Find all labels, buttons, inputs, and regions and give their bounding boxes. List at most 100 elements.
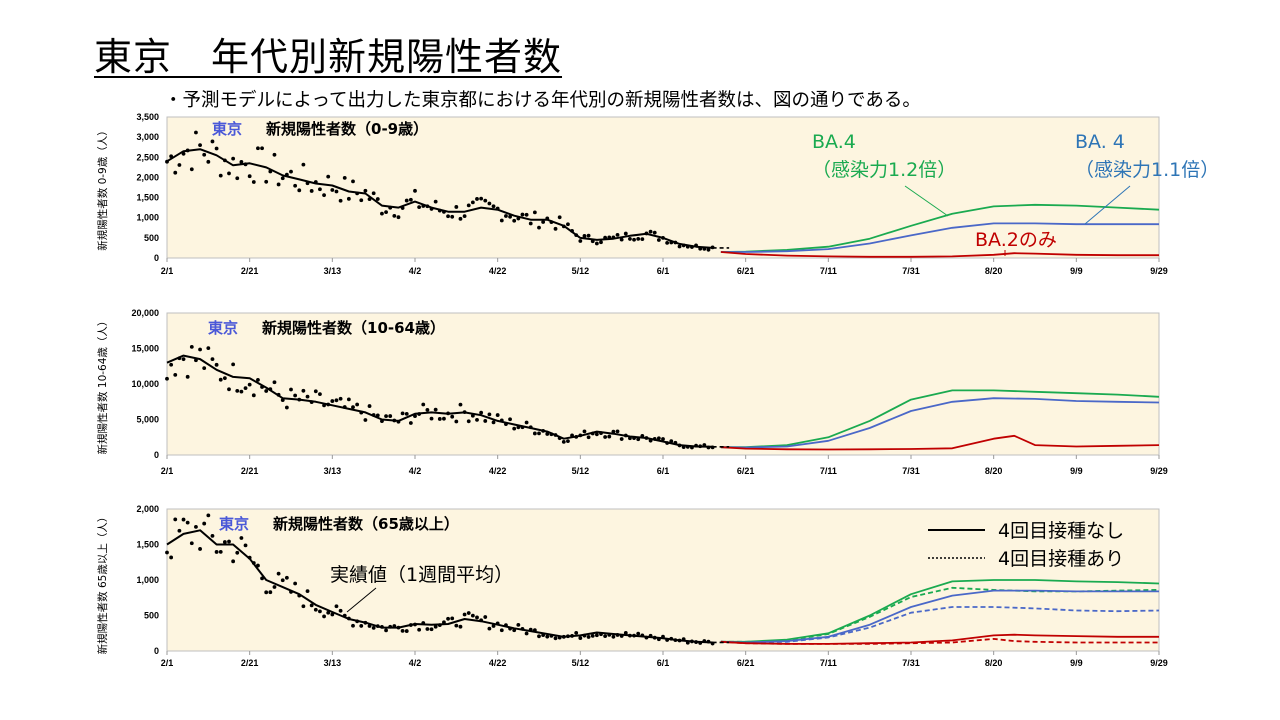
data-dot <box>458 624 463 629</box>
x-tick-label: 6/21 <box>737 266 755 276</box>
data-dot <box>599 240 603 245</box>
annotation-ba4-11-leader <box>1084 185 1131 225</box>
x-tick-label: 2/21 <box>241 658 259 668</box>
data-dot <box>334 398 339 403</box>
data-dot <box>181 357 186 362</box>
x-tick-label: 2/21 <box>241 266 259 276</box>
data-dot <box>532 431 537 436</box>
data-dot <box>227 171 231 176</box>
data-dot <box>636 631 641 636</box>
data-dot <box>272 380 277 385</box>
data-dot <box>640 237 645 241</box>
data-dot <box>582 429 587 434</box>
data-dot <box>408 197 413 202</box>
data-dot <box>677 244 682 249</box>
x-tick-label: 9/9 <box>1070 658 1083 668</box>
x-tick-label: 5/12 <box>572 658 590 668</box>
data-dot <box>594 432 599 437</box>
y-tick-label: 0 <box>154 253 159 263</box>
data-dot <box>214 362 219 367</box>
plot-area <box>166 312 1160 456</box>
data-dot <box>318 392 322 397</box>
panel-title: 新規陽性者数（0-9歳） <box>266 120 428 138</box>
data-dot <box>388 414 393 418</box>
data-dot <box>462 214 467 219</box>
x-tick-label: 9/9 <box>1070 266 1083 276</box>
y-tick-label: 5,000 <box>136 415 159 425</box>
data-dot <box>351 179 355 184</box>
panel-title: 新規陽性者数（65歳以上） <box>273 515 459 533</box>
data-dot <box>458 402 463 407</box>
data-dot <box>214 550 219 554</box>
data-dot <box>318 609 322 614</box>
data-dot <box>367 404 372 408</box>
data-dot <box>528 221 533 226</box>
data-dot <box>309 603 314 608</box>
data-dot <box>491 420 496 425</box>
y-tick-label: 2,500 <box>136 152 159 162</box>
data-dot <box>458 216 463 221</box>
data-dot <box>475 418 479 422</box>
data-dot <box>214 146 219 151</box>
data-dot <box>656 238 661 242</box>
data-dot <box>462 612 467 617</box>
x-tick-label: 4/22 <box>489 266 507 276</box>
region-label: 東京 <box>208 319 238 337</box>
data-dot <box>425 408 430 412</box>
x-tick-label: 3/13 <box>324 658 342 668</box>
x-tick-label: 5/12 <box>572 266 590 276</box>
data-dot <box>322 614 326 619</box>
data-dot <box>185 520 190 525</box>
data-dot <box>537 634 541 639</box>
data-dot <box>177 528 182 533</box>
data-dot <box>661 437 665 441</box>
data-dot <box>499 218 504 223</box>
data-dot <box>450 214 455 219</box>
data-dot <box>384 210 388 215</box>
data-dot <box>206 346 211 351</box>
data-dot <box>326 174 331 179</box>
data-dot <box>475 615 479 620</box>
data-dot <box>222 376 227 381</box>
data-dot <box>408 421 413 425</box>
page-subtitle: ・予測モデルによって出力した東京都における年代別の新規陽性者数は、図の通りである… <box>164 90 921 111</box>
y-tick-label: 500 <box>144 233 159 243</box>
data-dot <box>218 377 223 382</box>
data-dot <box>648 229 653 234</box>
data-dot <box>243 543 248 548</box>
x-tick-label: 7/11 <box>820 658 837 668</box>
data-dot <box>189 541 194 546</box>
data-dot <box>351 405 355 410</box>
data-dot <box>346 196 351 201</box>
x-tick-label: 9/9 <box>1070 466 1083 476</box>
x-tick-label: 2/1 <box>161 466 174 476</box>
data-dot <box>264 590 269 595</box>
data-dot <box>198 347 202 352</box>
series-line-ba2 <box>720 434 1160 451</box>
annotation-ba2: BA.2のみ <box>975 229 1057 251</box>
data-dot <box>268 590 273 595</box>
series-line-ba4_11 <box>720 397 1160 449</box>
data-dot <box>251 180 256 184</box>
data-dot <box>433 407 438 412</box>
data-dot <box>479 196 484 201</box>
data-dot <box>235 388 240 393</box>
data-dot <box>239 160 244 164</box>
data-dot <box>446 616 450 621</box>
data-dot <box>508 214 512 219</box>
data-dot <box>603 634 608 639</box>
data-dot <box>475 197 479 201</box>
data-dot <box>504 214 508 218</box>
data-dot <box>202 152 207 157</box>
data-dot <box>594 633 599 638</box>
data-dot <box>194 524 198 529</box>
data-dot <box>384 628 388 633</box>
data-dot <box>322 193 326 198</box>
data-dot <box>623 630 628 635</box>
x-tick-label: 6/21 <box>737 658 755 668</box>
data-dot <box>297 188 302 193</box>
data-dot <box>400 628 405 633</box>
data-dot <box>165 376 169 381</box>
data-dot <box>594 241 599 246</box>
annotation-ba4-12-line1: BA.4 <box>812 131 856 153</box>
